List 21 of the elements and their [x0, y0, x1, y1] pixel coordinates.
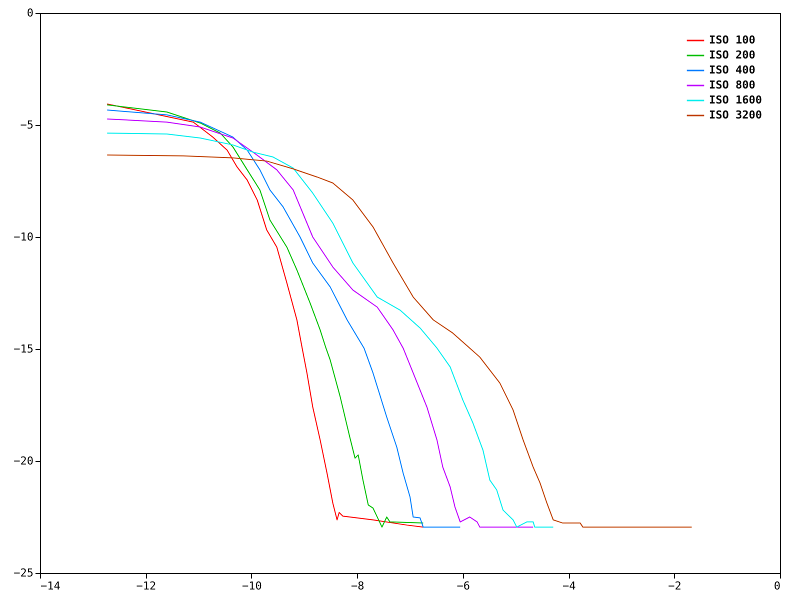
legend-label: ISO 400: [709, 64, 756, 76]
y-tick-label: −20: [14, 454, 34, 468]
legend-label: ISO 3200: [709, 108, 762, 122]
x-tick-label: −4: [562, 580, 576, 592]
y-tick-label: −15: [14, 342, 34, 356]
legend-label: ISO 200: [709, 48, 756, 62]
x-tick-label: −6: [456, 580, 470, 592]
legend-label: ISO 1600: [709, 94, 762, 106]
x-tick-label: −2: [668, 580, 682, 592]
x-tick-label: −12: [136, 580, 156, 592]
y-tick-label: −25: [14, 566, 34, 580]
x-tick-label: −8: [351, 580, 364, 592]
x-tick-label: −14: [40, 580, 61, 592]
legend-label: ISO 800: [709, 78, 756, 92]
y-tick-label: 0: [26, 6, 34, 20]
x-tick-label: −10: [242, 580, 262, 592]
y-tick-label: −10: [14, 230, 34, 244]
line-series: [106, 154, 692, 528]
legend-label: ISO 100: [709, 34, 756, 46]
y-tick-label: −5: [20, 118, 34, 132]
x-tick-label: 0: [774, 580, 780, 592]
